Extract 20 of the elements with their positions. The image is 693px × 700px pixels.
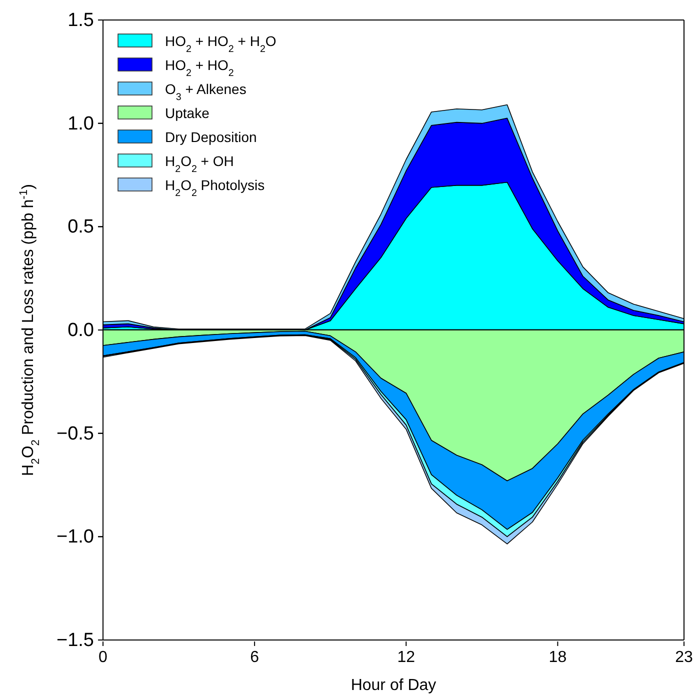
legend-label: HO$_{2}$ + HO$_{2}$ + H$_{2}$O <box>165 33 276 54</box>
x-tick-label: 23 <box>675 649 693 666</box>
y-tick-label: 1.0 <box>68 113 94 134</box>
y-tick-label: −1.5 <box>56 630 94 651</box>
legend-label: O$_{3}$ + Alkenes <box>165 81 246 102</box>
legend-label: Uptake <box>165 105 210 121</box>
y-tick-label: 1.5 <box>68 10 94 31</box>
legend-label: Dry Deposition <box>165 129 257 145</box>
x-tick-label: 0 <box>98 649 108 666</box>
x-axis-title: Hour of Day <box>350 677 436 694</box>
y-tick-label: 0.5 <box>68 216 94 238</box>
legend-label: H$_{2}$O$_{2}$ + OH <box>165 153 234 174</box>
y-tick-label: −1.0 <box>56 526 94 548</box>
x-tick-label: 6 <box>250 649 260 666</box>
x-tick-label: 12 <box>397 649 416 666</box>
y-tick-label: −0.5 <box>56 423 94 444</box>
legend-label: HO$_{2}$ + HO$_{2}$ <box>165 57 234 78</box>
x-tick-label: 18 <box>548 649 567 666</box>
legend-label: H$_{2}$O$_{2}$ Photolysis <box>165 177 265 198</box>
y-tick-label: 0.0 <box>68 320 94 341</box>
